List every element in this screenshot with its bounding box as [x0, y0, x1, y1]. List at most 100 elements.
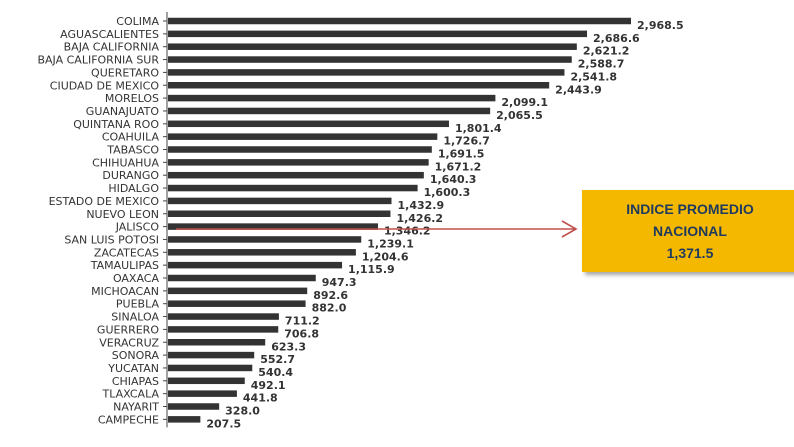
category-label: MORELOS	[105, 92, 159, 105]
callout-line-2: NACIONAL	[653, 223, 727, 239]
category-label: ESTADO DE MEXICO	[49, 195, 160, 208]
bar	[168, 56, 572, 63]
value-label: 207.5	[206, 417, 241, 430]
value-label: 947.3	[322, 276, 357, 289]
value-label: 2,968.5	[637, 19, 684, 32]
value-label: 1,801.4	[455, 122, 502, 135]
category-label: OAXACA	[113, 272, 160, 285]
category-label: SONORA	[112, 349, 160, 362]
category-label: NAYARIT	[113, 401, 159, 414]
value-label: 328.0	[225, 405, 260, 418]
bar	[168, 390, 237, 397]
category-label: NUEVO LEON	[86, 208, 159, 221]
bar	[168, 377, 245, 385]
bar	[168, 69, 565, 76]
category-label: CIUDAD DE MEXICO	[50, 79, 160, 92]
value-label: 1,640.3	[430, 173, 477, 186]
category-label: JALISCO	[115, 221, 160, 234]
value-label: 1,239.1	[367, 237, 414, 250]
category-label: QUINTANA ROO	[73, 118, 159, 131]
bar	[168, 339, 266, 346]
bar	[168, 416, 201, 423]
category-label: GUERRERO	[97, 323, 159, 336]
category-label: VERACRUZ	[99, 336, 159, 349]
value-label: 1,426.2	[396, 212, 443, 225]
bar	[168, 43, 577, 50]
category-label: CAMPECHE	[98, 413, 159, 426]
bar	[168, 261, 343, 269]
category-label: ZACATECAS	[94, 246, 159, 259]
callout-value: 1,371.5	[666, 245, 714, 261]
value-label: 892.6	[313, 289, 348, 302]
value-label: 1,600.3	[424, 186, 471, 199]
bar	[168, 171, 424, 179]
value-label: 552.7	[260, 353, 295, 366]
value-label: 1,115.9	[348, 263, 395, 276]
bar	[168, 274, 316, 282]
bar	[168, 184, 418, 192]
category-label: GUANAJUATO	[86, 105, 160, 118]
category-label: BAJA CALIFORNIA	[64, 41, 160, 54]
bar	[168, 82, 550, 89]
category-label: PUEBLA	[116, 298, 160, 311]
bar	[168, 210, 391, 217]
category-label: HIDALGO	[108, 182, 159, 195]
category-label: BAJA CALIFORNIA SUR	[37, 54, 159, 67]
value-label: 2,541.8	[570, 70, 617, 83]
value-label: 492.1	[251, 379, 286, 392]
arrow-head	[561, 220, 578, 238]
category-label: SINALOA	[111, 311, 159, 324]
bar	[168, 223, 378, 230]
category-label: COLIMA	[116, 15, 159, 28]
bar	[168, 403, 220, 410]
value-label: 706.8	[284, 327, 319, 340]
category-label: CHIHUAHUA	[92, 156, 159, 169]
value-label: 2,099.1	[501, 96, 548, 109]
value-label: 441.8	[243, 392, 278, 405]
bar	[168, 326, 279, 333]
value-label: 1,346.2	[384, 225, 431, 238]
value-label: 1,204.6	[362, 250, 409, 263]
value-label: 882.0	[312, 302, 347, 315]
value-label: 711.2	[285, 315, 320, 328]
bar	[168, 94, 496, 102]
bar	[168, 249, 356, 256]
value-label: 540.4	[258, 366, 293, 379]
value-label: 2,686.6	[593, 32, 640, 45]
value-label: 2,588.7	[578, 58, 625, 71]
category-label: CHIAPAS	[112, 375, 159, 388]
bar	[168, 30, 588, 38]
bar	[168, 300, 306, 307]
bar	[168, 107, 491, 115]
value-label: 2,443.9	[555, 83, 602, 96]
value-label: 1,432.9	[397, 199, 444, 212]
bar	[168, 287, 308, 295]
category-label: QUERETARO	[91, 66, 159, 79]
value-label: 1,671.2	[435, 160, 482, 173]
value-label: 1,691.5	[438, 148, 485, 161]
bar	[168, 236, 362, 243]
category-label: COAHUILA	[102, 131, 160, 144]
value-label: 623.3	[271, 340, 306, 353]
category-label: TAMAULIPAS	[90, 259, 159, 272]
national-average-callout: INDICE PROMEDIO NACIONAL 1,371.5	[582, 190, 794, 272]
bar	[168, 351, 255, 359]
callout-line-1: INDICE PROMEDIO	[626, 201, 754, 217]
bar	[168, 159, 429, 166]
value-label: 1,726.7	[443, 135, 490, 148]
bar	[168, 313, 279, 320]
bar	[168, 133, 438, 140]
bar	[168, 364, 253, 372]
category-label: TABASCO	[106, 144, 159, 157]
bar	[168, 17, 631, 25]
value-label: 2,621.2	[583, 45, 630, 58]
category-label: MICHOACAN	[91, 285, 159, 298]
category-label: TLAXCALA	[102, 388, 160, 401]
bar	[168, 197, 392, 205]
bar	[168, 146, 432, 153]
category-label: YUCATAN	[107, 362, 159, 375]
bar	[168, 120, 449, 128]
category-label: AGUASCALIENTES	[60, 28, 159, 41]
category-label: DURANGO	[102, 169, 159, 182]
